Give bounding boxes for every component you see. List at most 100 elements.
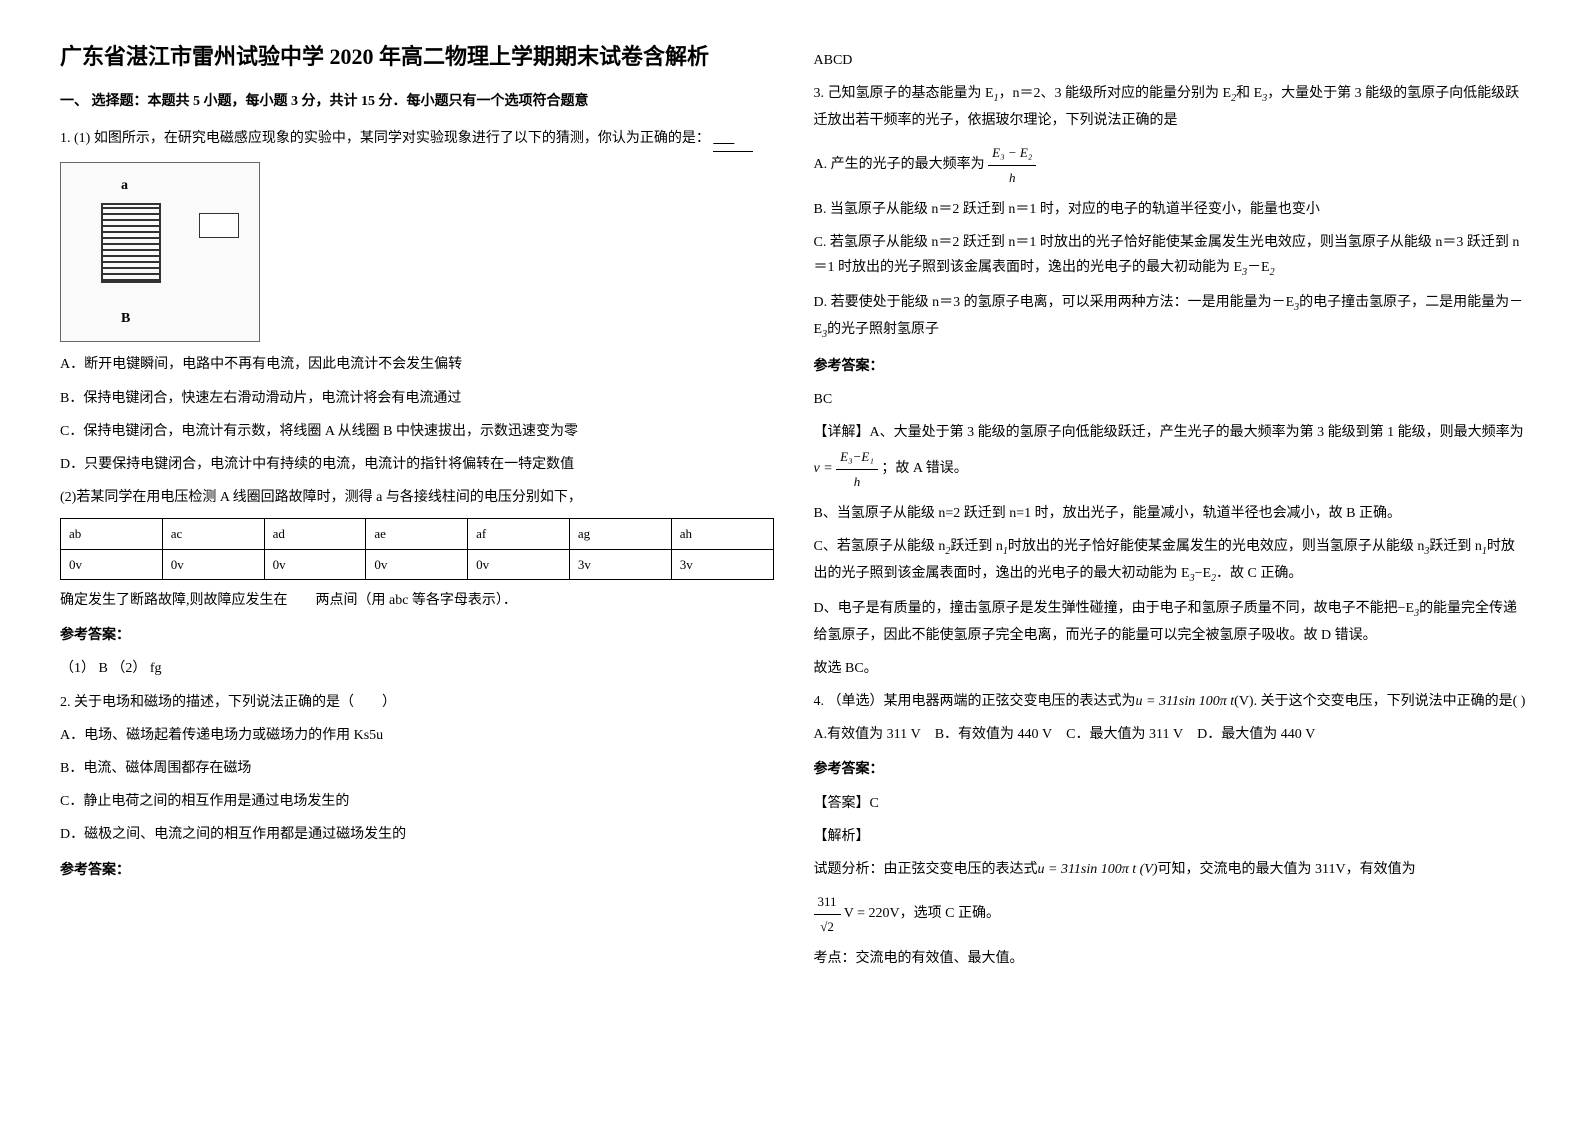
q4-option-d: D．最大值为 440 V bbox=[1197, 727, 1315, 742]
denominator: h bbox=[988, 166, 1036, 189]
voltage-table: ab ac ad ae af ag ah 0v 0v 0v 0v 0v 3v 3… bbox=[60, 518, 774, 580]
fraction: E₃−E₁ h bbox=[836, 445, 878, 493]
q1-option-c: C．保持电键闭合，电流计有示数，将线圈 A 从线圈 B 中快速拔出，示数迅速变为… bbox=[60, 419, 774, 444]
text: 的光子照射氢原子 bbox=[827, 322, 939, 337]
table-cell: ac bbox=[162, 519, 264, 549]
text: 试题分析：由正弦交变电压的表达式 bbox=[814, 862, 1038, 877]
q4-intro: 4. （单选）某用电器两端的正弦交变电压的表达式为u = 311sin 100π… bbox=[814, 689, 1528, 714]
q1-option-d: D．只要保持电键闭合，电流计中有持续的电流，电流计的指针将偏转在一特定数值 bbox=[60, 452, 774, 477]
text: A、大量处于第 3 能级的氢原子向低能级跃迁，产生光子的最大频率为第 3 能级到… bbox=[870, 425, 1524, 440]
formula: u = 311sin 100π t (V) bbox=[1038, 862, 1158, 877]
q1-part2: (2)若某同学在用电压检测 A 线圈回路故障时，测得 a 与各接线柱间的电压分别… bbox=[60, 485, 774, 510]
table-cell: 0v bbox=[366, 549, 468, 579]
text: ，n＝2、3 能级所对应的能量分别为 E bbox=[999, 86, 1232, 101]
q3-intro: 3. 己知氢原子的基态能量为 E1，n＝2、3 能级所对应的能量分别为 E2和 … bbox=[814, 81, 1528, 133]
text: －E bbox=[1247, 260, 1270, 275]
numerator: E₃ − E₂ bbox=[988, 141, 1036, 165]
denominator: √2 bbox=[814, 915, 841, 938]
q2-answer-label: 参考答案： bbox=[60, 858, 774, 883]
section-1-heading: 一、 选择题：本题共 5 小题，每小题 3 分，共计 15 分．每小题只有一个选… bbox=[60, 89, 774, 114]
text: 时放出的光子恰好能使某金属发生的光电效应，则当氢原子从能级 n bbox=[1008, 539, 1425, 554]
text: 4. （单选）某用电器两端的正弦交变电压的表达式为 bbox=[814, 694, 1136, 709]
q1-answer: （1） B （2） fg bbox=[60, 656, 774, 681]
table-cell: af bbox=[468, 519, 570, 549]
q3-detail-c: C、若氢原子从能级 n2跃迁到 n1时放出的光子恰好能使某金属发生的光电效应，则… bbox=[814, 534, 1528, 588]
table-cell: 0v bbox=[264, 549, 366, 579]
left-column: 广东省湛江市雷州试验中学 2020 年高二物理上学期期末试卷含解析 一、 选择题… bbox=[60, 40, 774, 979]
q3-detail-a: 【详解】A、大量处于第 3 能级的氢原子向低能级跃迁，产生光子的最大频率为第 3… bbox=[814, 420, 1528, 493]
subscript: 2 bbox=[1270, 267, 1275, 278]
q1-intro-text: 1. (1) 如图所示，在研究电磁感应现象的实验中，某同学对实验现象进行了以下的… bbox=[60, 131, 710, 146]
q3-detail-d: D、电子是有质量的，撞击氢原子是发生弹性碰撞，由于电子和氢原子质量不同，故电子不… bbox=[814, 596, 1528, 648]
q4-explanation: 试题分析：由正弦交变电压的表达式u = 311sin 100π t (V)可知，… bbox=[814, 857, 1528, 882]
q3-conclusion: 故选 BC。 bbox=[814, 656, 1528, 681]
table-cell: ab bbox=[61, 519, 163, 549]
q1-intro: 1. (1) 如图所示，在研究电磁感应现象的实验中，某同学对实验现象进行了以下的… bbox=[60, 126, 774, 152]
table-cell: 3v bbox=[569, 549, 671, 579]
q1-option-a: A．断开电键瞬间，电路中不再有电流，因此电流计不会发生偏转 bbox=[60, 352, 774, 377]
text: 可知，交流电的最大值为 311V，有效值为 bbox=[1158, 862, 1416, 877]
text: A. 产生的光子的最大频率为 bbox=[814, 157, 985, 172]
blank-underline bbox=[713, 126, 753, 152]
q3-option-d: D. 若要使处于能级 n＝3 的氢原子电离，可以采用两种方法：一是用能量为－E3… bbox=[814, 290, 1528, 344]
formula-v: ν = bbox=[814, 461, 837, 476]
q2-answer: ABCD bbox=[814, 48, 1528, 73]
q1-conclusion: 确定发生了断路故障,则故障应发生在 两点间（用 abc 等各字母表示）． bbox=[60, 588, 774, 613]
right-column: ABCD 3. 己知氢原子的基态能量为 E1，n＝2、3 能级所对应的能量分别为… bbox=[814, 40, 1528, 979]
q1-option-b: B．保持电键闭合，快速左右滑动滑动片，电流计将会有电流通过 bbox=[60, 386, 774, 411]
q2-option-a: A．电场、磁场起着传递电场力或磁场力的作用 Ks5u bbox=[60, 723, 774, 748]
q2-option-b: B．电流、磁体周围都存在磁场 bbox=[60, 756, 774, 781]
text: D. 若要使处于能级 n＝3 的氢原子电离，可以采用两种方法：一是用能量为－E bbox=[814, 295, 1295, 310]
table-row: 0v 0v 0v 0v 0v 3v 3v bbox=[61, 549, 774, 579]
text: ．故 C 正确。 bbox=[1216, 566, 1302, 581]
text: 跃迁到 n bbox=[1429, 539, 1482, 554]
q4-option-a: A.有效值为 311 V bbox=[814, 727, 921, 742]
text: 跃迁到 n bbox=[950, 539, 1003, 554]
q3-option-b: B. 当氢原子从能级 n＝2 跃迁到 n＝1 时，对应的电子的轨道半径变小，能量… bbox=[814, 197, 1528, 222]
table-cell: ag bbox=[569, 519, 671, 549]
text: V = 220V，选项 C 正确。 bbox=[844, 906, 1000, 921]
table-cell: 3v bbox=[671, 549, 773, 579]
text: C、若氢原子从能级 n bbox=[814, 539, 946, 554]
table-cell: 0v bbox=[162, 549, 264, 579]
q2-option-c: C．静止电荷之间的相互作用是通过电场发生的 bbox=[60, 789, 774, 814]
q4-option-c: C．最大值为 311 V bbox=[1066, 727, 1183, 742]
text: ；故 A 错误。 bbox=[881, 461, 967, 476]
q3-detail-b: B、当氢原子从能级 n=2 跃迁到 n=1 时，放出光子，能量减小，轨道半径也会… bbox=[814, 501, 1528, 526]
q3-option-a: A. 产生的光子的最大频率为 E₃ − E₂ h bbox=[814, 141, 1528, 189]
q4-options: A.有效值为 311 V B．有效值为 440 V C．最大值为 311 V D… bbox=[814, 722, 1528, 747]
table-cell: 0v bbox=[468, 549, 570, 579]
q4-point: 考点：交流电的有效值、最大值。 bbox=[814, 946, 1528, 971]
q4-option-b: B．有效值为 440 V bbox=[935, 727, 1052, 742]
q3-answer: BC bbox=[814, 387, 1528, 412]
q1-answer-label: 参考答案： bbox=[60, 623, 774, 648]
fraction: 311 √2 bbox=[814, 890, 841, 938]
q3-answer-label: 参考答案： bbox=[814, 354, 1528, 379]
table-row: ab ac ad ae af ag ah bbox=[61, 519, 774, 549]
numerator: E₃−E₁ bbox=[836, 445, 878, 469]
table-cell: ae bbox=[366, 519, 468, 549]
detail-label: 【详解】 bbox=[814, 425, 870, 440]
denominator: h bbox=[836, 470, 878, 493]
q4-explanation-label: 【解析】 bbox=[814, 824, 1528, 849]
q4-answer: 【答案】C bbox=[814, 791, 1528, 816]
text: 3. 己知氢原子的基态能量为 E bbox=[814, 86, 994, 101]
table-cell: 0v bbox=[61, 549, 163, 579]
table-cell: ad bbox=[264, 519, 366, 549]
text: 和 E bbox=[1236, 86, 1262, 101]
q4-explanation-2: 311 √2 V = 220V，选项 C 正确。 bbox=[814, 890, 1528, 938]
numerator: 311 bbox=[814, 890, 841, 914]
q2-intro: 2. 关于电场和磁场的描述，下列说法正确的是（ ） bbox=[60, 690, 774, 715]
document-title: 广东省湛江市雷州试验中学 2020 年高二物理上学期期末试卷含解析 bbox=[60, 40, 774, 73]
meter-icon bbox=[199, 213, 239, 238]
circuit-diagram bbox=[60, 162, 260, 342]
q3-option-c: C. 若氢原子从能级 n＝2 跃迁到 n＝1 时放出的光子恰好能使某金属发生光电… bbox=[814, 230, 1528, 282]
text: −E bbox=[1195, 566, 1211, 581]
q2-option-d: D．磁极之间、电流之间的相互作用都是通过磁场发生的 bbox=[60, 822, 774, 847]
table-cell: ah bbox=[671, 519, 773, 549]
fraction: E₃ − E₂ h bbox=[988, 141, 1036, 189]
formula: u = 311sin 100π t bbox=[1136, 694, 1235, 709]
q4-answer-label: 参考答案： bbox=[814, 757, 1528, 782]
text: C. 若氢原子从能级 n＝2 跃迁到 n＝1 时放出的光子恰好能使某金属发生光电… bbox=[814, 235, 1520, 275]
text: D、电子是有质量的，撞击氢原子是发生弹性碰撞，由于电子和氢原子质量不同，故电子不… bbox=[814, 601, 1415, 616]
